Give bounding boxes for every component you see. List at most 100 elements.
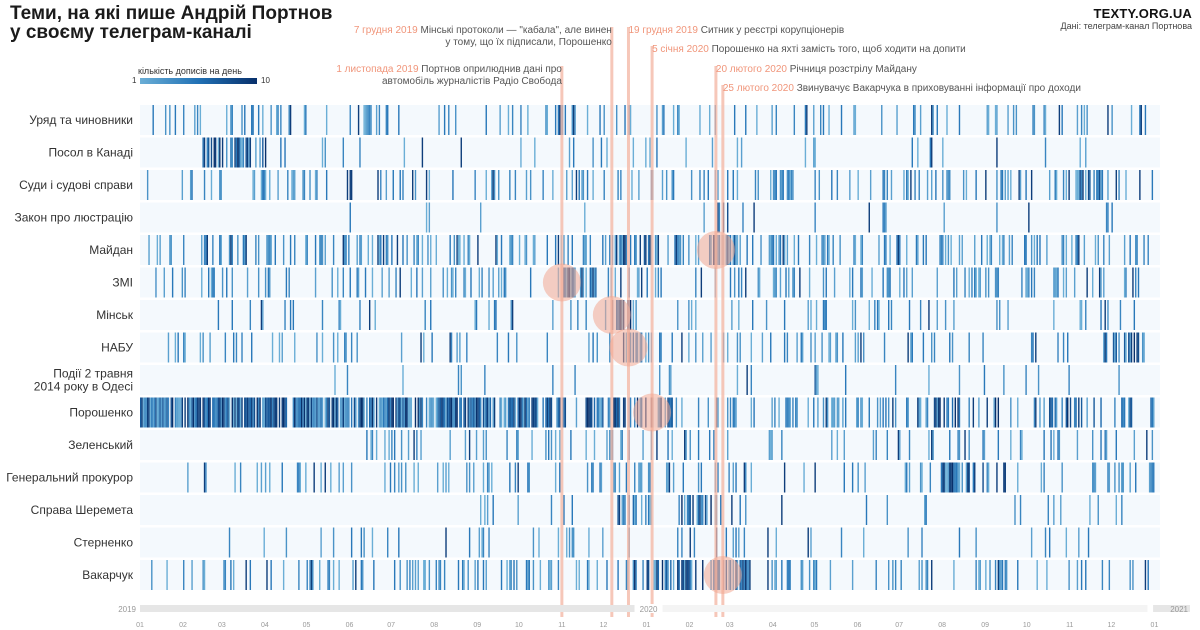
post-mark	[425, 202, 428, 233]
post-mark	[936, 105, 938, 135]
post-mark	[840, 527, 843, 558]
post-mark	[542, 397, 544, 428]
post-mark	[753, 202, 755, 233]
post-mark	[1003, 235, 1005, 265]
post-mark	[177, 332, 179, 363]
post-mark	[868, 300, 870, 330]
annotation-circle	[542, 263, 581, 302]
post-mark	[1075, 170, 1077, 200]
post-mark	[1003, 365, 1005, 395]
post-mark	[1062, 235, 1065, 265]
post-mark	[1086, 105, 1088, 135]
post-mark	[649, 137, 651, 168]
post-mark	[1089, 495, 1091, 525]
post-mark	[564, 397, 567, 428]
post-mark	[359, 300, 361, 330]
post-mark	[313, 397, 315, 428]
post-mark	[1071, 235, 1073, 265]
post-mark	[1019, 170, 1022, 200]
post-mark	[957, 462, 959, 493]
post-mark	[305, 462, 307, 493]
post-mark	[380, 170, 382, 200]
post-mark	[384, 462, 386, 493]
post-mark	[729, 267, 732, 298]
post-mark	[985, 560, 987, 590]
post-mark	[907, 332, 909, 363]
post-mark	[196, 105, 199, 135]
post-mark	[591, 267, 593, 298]
post-mark	[994, 560, 997, 590]
annotation-label: 7 грудня 2019 Мінські протоколи — "кабал…	[354, 24, 612, 36]
post-mark	[591, 397, 593, 428]
post-mark	[1104, 430, 1106, 460]
post-mark	[975, 267, 977, 298]
post-mark	[339, 397, 342, 428]
post-mark	[996, 137, 998, 168]
post-mark	[481, 267, 483, 298]
post-mark	[865, 495, 868, 525]
post-mark	[1108, 462, 1111, 493]
post-mark	[789, 560, 791, 590]
post-mark	[815, 235, 818, 265]
post-mark	[314, 397, 317, 428]
post-mark	[1030, 527, 1033, 558]
post-mark	[632, 560, 635, 590]
post-mark	[567, 235, 569, 265]
post-mark	[903, 170, 905, 200]
post-mark	[736, 170, 739, 200]
row-label: Справа Шеремета	[31, 503, 134, 517]
post-mark	[513, 397, 515, 428]
post-mark	[779, 170, 782, 200]
post-mark	[600, 137, 603, 168]
post-mark	[876, 397, 879, 428]
post-mark	[373, 560, 375, 590]
post-mark	[205, 397, 207, 428]
post-mark	[398, 105, 400, 135]
post-mark	[980, 235, 983, 265]
post-mark	[210, 170, 213, 200]
post-mark	[371, 397, 374, 428]
post-mark	[1097, 495, 1099, 525]
post-mark	[493, 170, 496, 200]
month-tick-label: 03	[218, 622, 226, 629]
post-mark	[546, 105, 549, 135]
post-mark	[951, 462, 954, 493]
post-mark	[1033, 105, 1036, 135]
post-mark	[950, 462, 952, 493]
post-mark	[384, 430, 386, 460]
post-mark	[146, 397, 149, 428]
post-mark	[789, 170, 791, 200]
post-mark	[589, 235, 592, 265]
heatmap-row: Події 2 травня 2014 року в Одесі	[34, 365, 1160, 395]
post-mark	[875, 560, 877, 590]
row-label: ЗМІ	[112, 276, 133, 290]
post-mark	[430, 267, 432, 298]
post-mark	[921, 462, 923, 493]
post-mark	[1130, 397, 1133, 428]
post-mark	[203, 560, 206, 590]
post-mark	[516, 332, 518, 363]
post-mark	[208, 397, 210, 428]
post-mark	[1082, 170, 1084, 200]
post-mark	[350, 170, 353, 200]
post-mark	[987, 462, 990, 493]
post-mark	[808, 267, 811, 298]
post-mark	[368, 300, 371, 330]
brand-logo[interactable]: TEXTY.ORG.UA	[1093, 6, 1192, 21]
post-mark	[774, 170, 776, 200]
post-mark	[235, 397, 238, 428]
post-mark	[672, 462, 675, 493]
post-mark	[511, 397, 514, 428]
post-mark	[305, 397, 307, 428]
post-mark	[510, 300, 512, 330]
post-mark	[357, 397, 360, 428]
post-mark	[783, 300, 786, 330]
post-mark	[217, 137, 220, 168]
post-mark	[219, 137, 221, 168]
post-mark	[931, 170, 933, 200]
post-mark	[835, 332, 837, 363]
post-mark	[528, 397, 530, 428]
post-mark	[640, 495, 643, 525]
post-mark	[392, 170, 394, 200]
post-mark	[840, 105, 843, 135]
